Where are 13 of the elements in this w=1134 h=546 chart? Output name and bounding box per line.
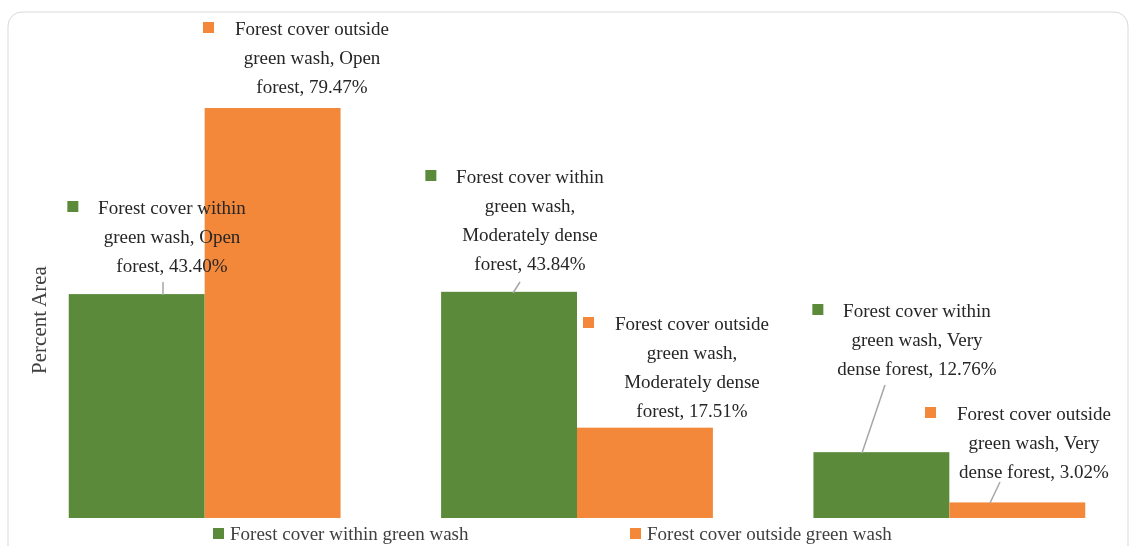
data-label: Forest cover outside green wash, Moderately dense forest, 17.51% bbox=[614, 313, 770, 421]
data-label: Forest cover outside green wash, Very dense forest, 3.02% bbox=[956, 403, 1112, 482]
bar bbox=[577, 427, 713, 518]
bar bbox=[949, 502, 1086, 518]
data-label: Forest cover within green wash, Moderately dense forest, 43.84% bbox=[456, 166, 605, 274]
legend-label: Forest cover outside green wash bbox=[647, 523, 893, 544]
bar bbox=[813, 452, 950, 518]
data-label: Forest cover outside green wash, Open forest, 79.47% bbox=[234, 18, 390, 97]
bar bbox=[441, 291, 577, 518]
data-label: Forest cover within green wash, Very dense forest, 12.76% bbox=[837, 300, 997, 379]
bar bbox=[68, 294, 205, 518]
legend-label: Forest cover within green wash bbox=[230, 523, 469, 544]
y-axis-title: Percent Area bbox=[27, 265, 51, 374]
